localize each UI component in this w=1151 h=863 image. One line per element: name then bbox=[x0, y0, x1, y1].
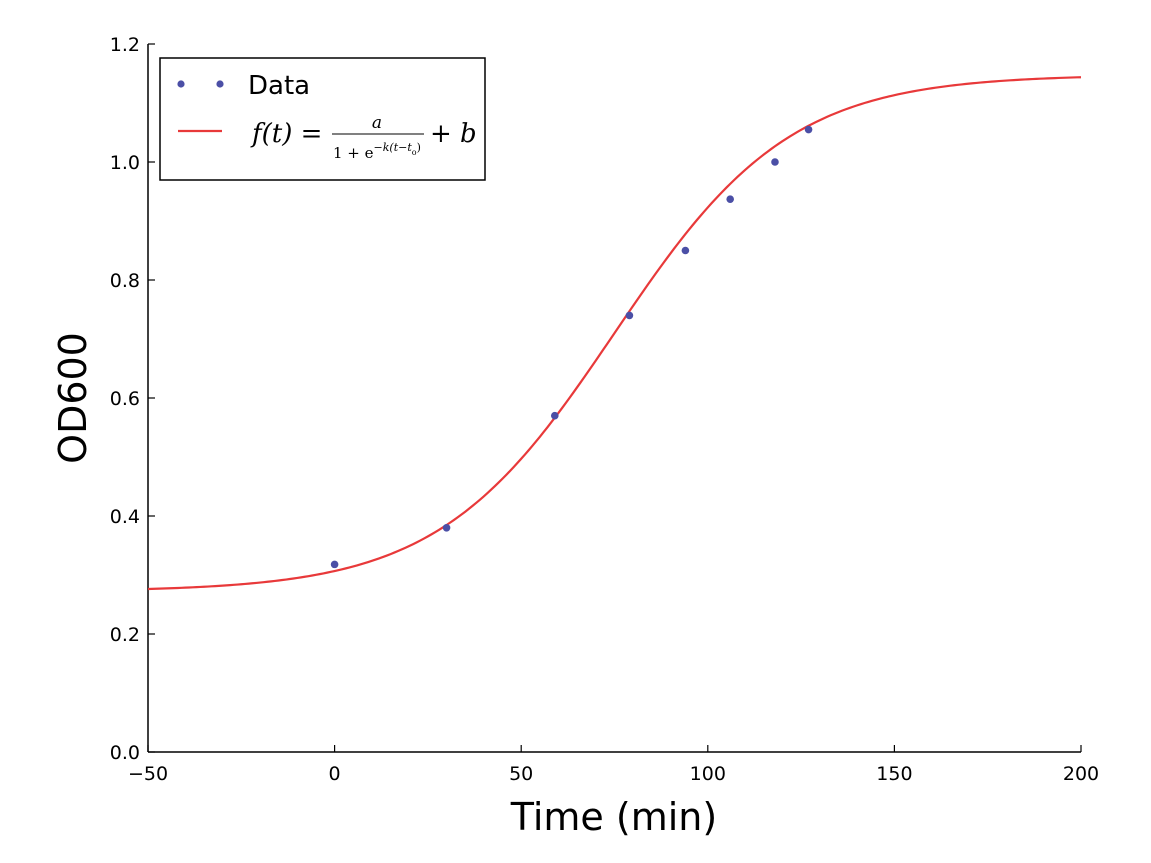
legend-marker-data-2 bbox=[216, 80, 224, 88]
x-tick-label: 200 bbox=[1063, 763, 1099, 785]
legend-formula: f(t) = a 1 + e−k(t−to) + b bbox=[250, 113, 477, 162]
data-point bbox=[804, 125, 813, 134]
legend-marker-data-1 bbox=[177, 80, 185, 88]
data-point bbox=[330, 560, 339, 569]
x-axis-title: Time (min) bbox=[510, 795, 717, 839]
y-tick-label: 0.4 bbox=[110, 506, 140, 528]
data-point bbox=[625, 311, 634, 320]
legend: Data f(t) = a 1 + e−k(t−to) + b bbox=[159, 57, 486, 181]
y-tick-label: 0.8 bbox=[110, 270, 140, 292]
data-points-layer bbox=[330, 125, 813, 569]
x-tick-label: −50 bbox=[128, 763, 168, 785]
data-point bbox=[442, 524, 451, 532]
formula-denominator-base: 1 + e bbox=[333, 144, 374, 162]
y-tick-label: 1.0 bbox=[110, 152, 140, 174]
x-tick-label: 150 bbox=[876, 763, 912, 785]
formula-tail: + b bbox=[430, 119, 477, 149]
x-tick-label: 50 bbox=[509, 763, 533, 785]
formula-denominator-exp: −k(t−t bbox=[374, 141, 413, 154]
data-point bbox=[726, 195, 734, 203]
formula-numerator: a bbox=[372, 113, 382, 133]
formula-denominator: 1 + e−k(t−to) bbox=[333, 141, 421, 162]
x-tick-label: 100 bbox=[690, 763, 726, 785]
fit-curve-layer bbox=[147, 76, 1082, 591]
y-tick-label: 0.2 bbox=[110, 624, 140, 646]
y-tick-label: 0.0 bbox=[110, 742, 140, 764]
fit-curve bbox=[147, 76, 1082, 591]
data-point bbox=[771, 158, 779, 166]
y-ticks: 0.0 0.2 0.4 0.6 0.8 1.0 1.2 bbox=[110, 34, 155, 764]
y-axis-title: OD600 bbox=[51, 332, 95, 464]
data-point bbox=[550, 411, 559, 420]
formula-denominator-exp-close: ) bbox=[417, 141, 421, 154]
y-tick-label: 0.6 bbox=[110, 388, 140, 410]
x-ticks: −50 0 50 100 150 200 bbox=[128, 745, 1099, 785]
data-point bbox=[681, 246, 690, 255]
legend-label-data: Data bbox=[248, 71, 310, 101]
formula-denominator-sub: o bbox=[412, 148, 417, 157]
x-tick-label: 0 bbox=[329, 763, 341, 785]
y-tick-label: 1.2 bbox=[110, 34, 140, 56]
formula-lhs: f(t) = bbox=[250, 119, 322, 149]
legend-box bbox=[159, 57, 486, 181]
